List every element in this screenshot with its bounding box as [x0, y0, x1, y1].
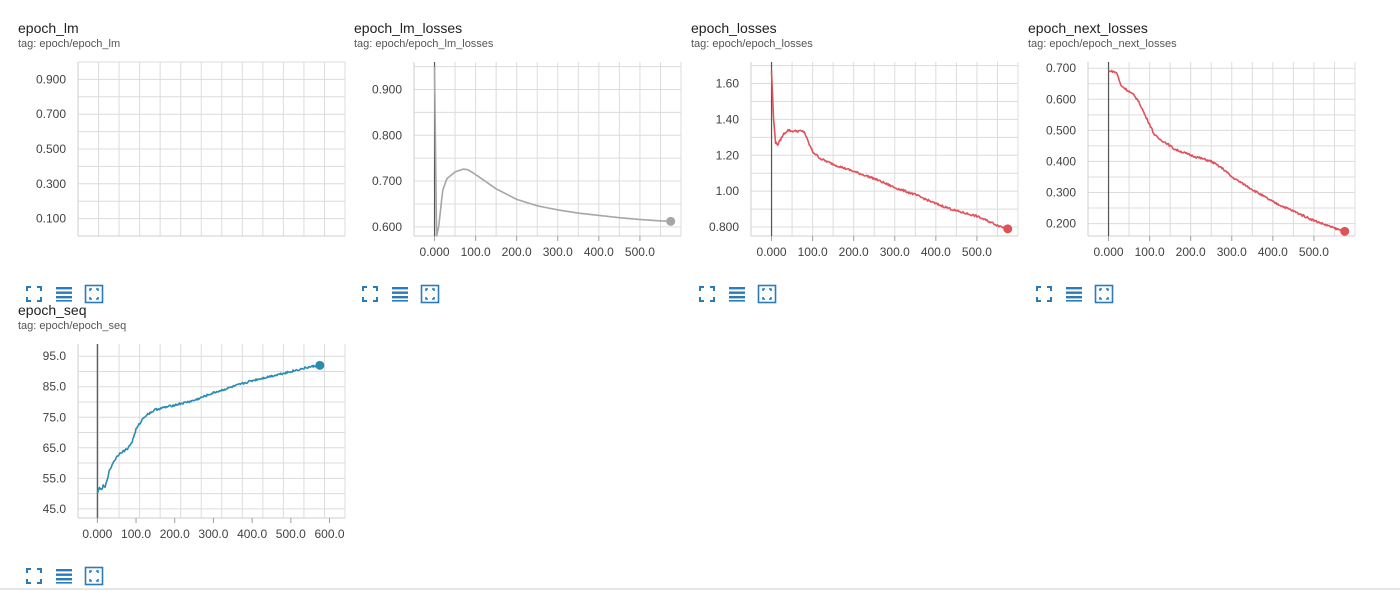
- chart-epoch-lm-losses[interactable]: 0.600 0.700 0.800 0.900 0.000 100.0 200.0 300.0…: [354, 58, 684, 280]
- lines-icon[interactable]: [390, 284, 410, 304]
- x-tick-label: 500.0: [962, 245, 992, 259]
- x-tick-label: 0.000: [757, 245, 787, 259]
- y-tick-label: 0.800: [709, 220, 739, 234]
- fullscreen-icon[interactable]: [1034, 284, 1054, 304]
- y-tick-label: 0.700: [36, 107, 66, 121]
- series-endpoint: [1341, 227, 1349, 235]
- y-tick-label: 55.0: [43, 471, 67, 485]
- x-tick-label: 200.0: [502, 245, 532, 259]
- y-tick-label: 0.700: [372, 174, 402, 188]
- y-tick-label: 1.40: [716, 112, 740, 126]
- y-tick-label: 45.0: [43, 502, 67, 516]
- fit-domain-icon[interactable]: [757, 284, 777, 304]
- x-tick-label: 200.0: [839, 245, 869, 259]
- fit-domain-icon[interactable]: [84, 566, 104, 586]
- chart-card-epoch-lm-losses: epoch_lm_losses tag: epoch/epoch_lm_loss…: [354, 20, 684, 300]
- series-endpoint: [1004, 225, 1012, 233]
- x-tick-label: 500.0: [1299, 245, 1329, 259]
- chart-tag: tag: epoch/epoch_losses: [691, 38, 813, 50]
- x-tick-label: 300.0: [880, 245, 910, 259]
- x-tick-label: 400.0: [921, 245, 951, 259]
- chart-epoch-next-losses[interactable]: 0.200 0.300 0.400 0.500 0.600 0.700 0.000 100.0…: [1028, 58, 1358, 280]
- y-tick-label: 0.700: [1046, 61, 1076, 75]
- bottom-divider: [0, 588, 1400, 590]
- y-tick-label: 0.100: [36, 212, 66, 226]
- x-tick-label: 300.0: [198, 527, 228, 541]
- fullscreen-icon[interactable]: [360, 284, 380, 304]
- x-tick-label: 100.0: [461, 245, 491, 259]
- chart-epoch-seq[interactable]: 45.0 55.0 65.0 75.0 85.0 95.0 0.000 100.0 200.0 3…: [18, 340, 348, 562]
- y-tick-label: 0.800: [372, 128, 402, 142]
- x-tick-label: 0.000: [420, 245, 450, 259]
- y-tick-label: 0.500: [1046, 123, 1076, 137]
- series-line: [97, 365, 319, 494]
- series-line: [772, 71, 1008, 229]
- chart-epoch-losses[interactable]: 0.800 1.00 1.20 1.40 1.60 0.000 100.0 200.0 300.…: [691, 58, 1021, 280]
- x-tick-label: 200.0: [1176, 245, 1206, 259]
- chart-card-epoch-lm: epoch_lm tag: epoch/epoch_lm 0.100 0.300 0…: [18, 20, 348, 300]
- y-tick-label: 65.0: [43, 441, 67, 455]
- y-tick-label: 0.500: [36, 142, 66, 156]
- y-tick-label: 1.20: [716, 148, 740, 162]
- x-tick-label: 300.0: [1217, 245, 1247, 259]
- x-tick-label: 500.0: [625, 245, 655, 259]
- x-tick-label: 300.0: [543, 245, 573, 259]
- chart-card-epoch-next-losses: epoch_next_losses tag: epoch/epoch_next_…: [1028, 20, 1358, 300]
- y-tick-label: 75.0: [43, 410, 67, 424]
- x-tick-label: 100.0: [1135, 245, 1165, 259]
- x-tick-label: 100.0: [798, 245, 828, 259]
- y-tick-label: 85.0: [43, 380, 67, 394]
- y-tick-label: 1.00: [716, 184, 740, 198]
- fit-domain-icon[interactable]: [420, 284, 440, 304]
- chart-tag: tag: epoch/epoch_seq: [18, 320, 126, 332]
- y-tick-label: 0.300: [36, 177, 66, 191]
- y-tick-label: 0.600: [372, 220, 402, 234]
- chart-epoch-lm[interactable]: 0.100 0.300 0.500 0.700 0.900: [18, 58, 348, 280]
- lines-icon[interactable]: [54, 284, 74, 304]
- x-tick-label: 400.0: [1258, 245, 1288, 259]
- x-tick-label: 400.0: [237, 527, 267, 541]
- y-tick-label: 0.900: [36, 72, 66, 86]
- fit-domain-icon[interactable]: [84, 284, 104, 304]
- y-tick-label: 0.200: [1046, 217, 1076, 231]
- chart-card-epoch-seq: epoch_seq tag: epoch/epoch_seq 45.0 55.0 6…: [18, 302, 348, 582]
- chart-tag: tag: epoch/epoch_lm: [18, 38, 120, 50]
- chart-title: epoch_lm: [18, 20, 79, 36]
- x-tick-label: 100.0: [121, 527, 151, 541]
- chart-tag: tag: epoch/epoch_lm_losses: [354, 38, 493, 50]
- y-tick-label: 0.900: [372, 82, 402, 96]
- chart-tag: tag: epoch/epoch_next_losses: [1028, 38, 1177, 50]
- series-line: [435, 67, 671, 236]
- y-tick-label: 0.400: [1046, 154, 1076, 168]
- fullscreen-icon[interactable]: [24, 284, 44, 304]
- chart-card-epoch-losses: epoch_losses tag: epoch/epoch_losses 0.8…: [691, 20, 1021, 300]
- x-tick-label: 0.000: [1094, 245, 1124, 259]
- y-tick-label: 0.600: [1046, 92, 1076, 106]
- lines-icon[interactable]: [54, 566, 74, 586]
- series-endpoint: [667, 217, 675, 225]
- lines-icon[interactable]: [1064, 284, 1084, 304]
- chart-title: epoch_losses: [691, 20, 777, 36]
- chart-title: epoch_next_losses: [1028, 20, 1148, 36]
- fullscreen-icon[interactable]: [24, 566, 44, 586]
- y-tick-label: 0.300: [1046, 186, 1076, 200]
- x-tick-label: 400.0: [584, 245, 614, 259]
- fullscreen-icon[interactable]: [697, 284, 717, 304]
- x-tick-label: 600.0: [315, 527, 345, 541]
- x-tick-label: 0.000: [82, 527, 112, 541]
- y-tick-label: 95.0: [43, 349, 67, 363]
- lines-icon[interactable]: [727, 284, 747, 304]
- chart-title: epoch_seq: [18, 302, 87, 318]
- chart-title: epoch_lm_losses: [354, 20, 462, 36]
- x-tick-label: 200.0: [160, 527, 190, 541]
- y-tick-label: 1.60: [716, 77, 740, 91]
- fit-domain-icon[interactable]: [1094, 284, 1114, 304]
- series-endpoint: [316, 361, 324, 369]
- x-tick-label: 500.0: [276, 527, 306, 541]
